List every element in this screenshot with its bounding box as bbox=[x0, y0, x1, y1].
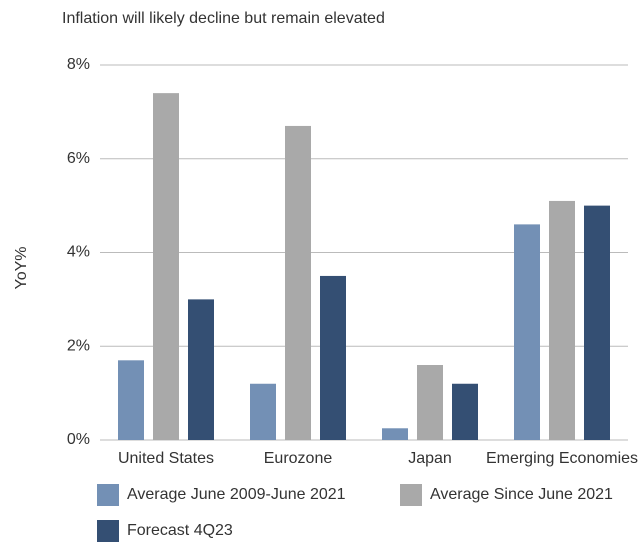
bar bbox=[188, 299, 214, 440]
legend-swatch bbox=[97, 520, 119, 542]
bar bbox=[452, 383, 478, 440]
bar bbox=[417, 365, 443, 440]
y-tick-label: 2% bbox=[67, 337, 90, 354]
legend-label: Average Since June 2021 bbox=[430, 486, 613, 503]
chart-title: Inflation will likely decline but remain… bbox=[62, 10, 385, 27]
bar bbox=[285, 125, 311, 440]
bar bbox=[320, 275, 346, 440]
y-tick-label: 8% bbox=[67, 56, 90, 73]
bar bbox=[153, 93, 179, 440]
x-tick-label: Eurozone bbox=[264, 450, 333, 467]
legend-label: Forecast 4Q23 bbox=[127, 522, 233, 539]
bar bbox=[584, 205, 610, 440]
bar bbox=[382, 428, 408, 440]
legend-swatch bbox=[400, 484, 422, 506]
bar bbox=[549, 200, 575, 440]
bar bbox=[514, 224, 540, 440]
bar bbox=[250, 383, 276, 440]
legend-label: Average June 2009-June 2021 bbox=[127, 486, 346, 503]
y-tick-label: 4% bbox=[67, 244, 90, 261]
x-tick-label: Emerging Economies bbox=[486, 450, 638, 467]
legend-swatch bbox=[97, 484, 119, 506]
y-tick-label: 6% bbox=[67, 150, 90, 167]
y-tick-label: 0% bbox=[67, 431, 90, 448]
x-tick-label: Japan bbox=[408, 450, 452, 467]
bar bbox=[118, 360, 144, 440]
y-axis-label: YoY% bbox=[13, 247, 30, 290]
x-tick-label: United States bbox=[118, 450, 214, 467]
